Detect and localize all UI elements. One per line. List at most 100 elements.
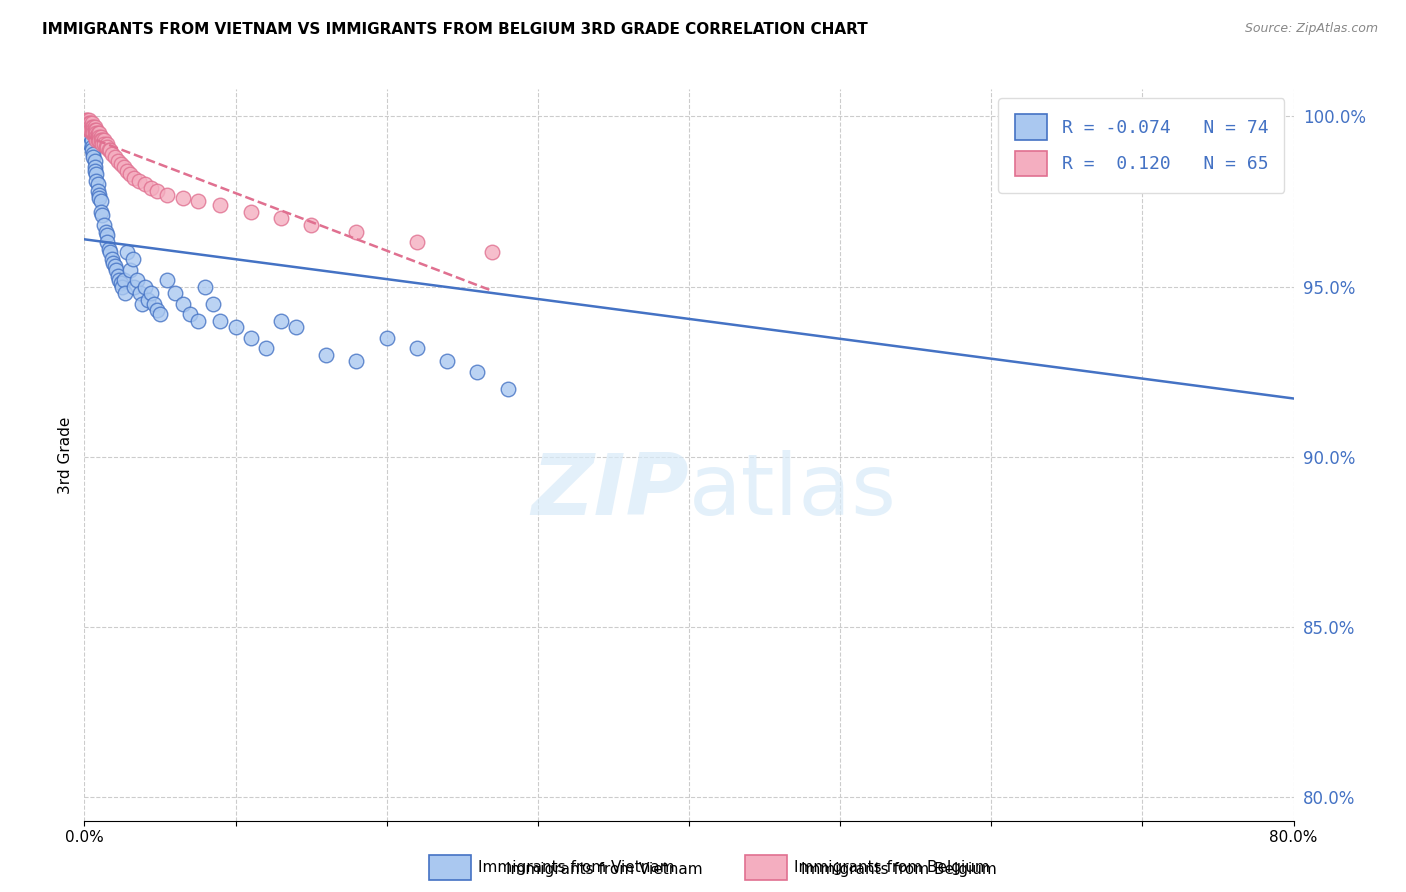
Point [86, 174, 108, 188]
Point [107, 153, 129, 168]
Point [93, 136, 115, 151]
Point [84, 127, 107, 141]
Point [136, 293, 159, 307]
Point [76, 123, 98, 137]
Point [131, 296, 153, 310]
Point [86, 123, 108, 137]
Point [108, 273, 131, 287]
Point [84, 123, 107, 137]
Point [270, 211, 292, 226]
Point [80, 144, 103, 158]
Point [375, 330, 398, 344]
Point [96, 136, 118, 151]
Y-axis label: 3rd Grade: 3rd Grade [58, 417, 73, 493]
Point [79, 123, 101, 137]
Text: Immigrants from Vietnam: Immigrants from Vietnam [506, 863, 703, 877]
Point [89, 129, 111, 144]
Point [239, 330, 262, 344]
Point [142, 296, 165, 310]
Point [97, 144, 120, 158]
Point [87, 184, 110, 198]
Point [496, 382, 519, 396]
Point [110, 157, 132, 171]
Point [172, 191, 194, 205]
Point [84, 120, 107, 134]
Point [118, 167, 141, 181]
Point [79, 136, 101, 151]
Point [76, 120, 98, 134]
Point [79, 129, 101, 144]
Point [90, 129, 112, 144]
Point [139, 181, 162, 195]
Point [111, 279, 134, 293]
Point [77, 133, 100, 147]
Text: atlas: atlas [689, 450, 897, 533]
Point [96, 235, 118, 250]
Point [76, 116, 98, 130]
Point [270, 313, 292, 327]
Point [93, 219, 115, 233]
Point [80, 120, 103, 134]
Point [84, 153, 107, 168]
Point [156, 187, 179, 202]
Point [284, 320, 308, 334]
Point [82, 146, 104, 161]
Point [87, 133, 110, 147]
Point [107, 269, 129, 284]
Point [82, 127, 104, 141]
Point [146, 184, 169, 198]
Point [89, 133, 111, 147]
Point [89, 127, 111, 141]
Point [299, 219, 322, 233]
Point [209, 198, 232, 212]
Point [76, 120, 98, 134]
Point [86, 127, 108, 141]
Point [110, 276, 132, 290]
Point [187, 194, 209, 209]
Point [84, 164, 107, 178]
Point [187, 313, 209, 327]
Point [91, 208, 114, 222]
Point [89, 187, 111, 202]
Point [118, 262, 141, 277]
Point [114, 286, 136, 301]
Point [149, 307, 172, 321]
Point [134, 178, 156, 192]
Point [91, 133, 114, 147]
Point [77, 112, 100, 127]
Point [101, 256, 124, 270]
Point [115, 245, 138, 260]
Point [105, 262, 128, 277]
Point [77, 127, 100, 141]
Point [84, 129, 107, 144]
Point [87, 129, 110, 144]
Point [75, 116, 97, 130]
Text: IMMIGRANTS FROM VIETNAM VS IMMIGRANTS FROM BELGIUM 3RD GRADE CORRELATION CHART: IMMIGRANTS FROM VIETNAM VS IMMIGRANTS FR… [42, 22, 868, 37]
Point [91, 136, 114, 151]
Point [87, 178, 110, 192]
Point [93, 133, 115, 147]
Point [79, 116, 101, 130]
Point [172, 296, 194, 310]
Legend: R = -0.074   N = 74, R =  0.120   N = 65: R = -0.074 N = 74, R = 0.120 N = 65 [998, 98, 1285, 193]
Text: ZIP: ZIP [531, 450, 689, 533]
Point [90, 194, 112, 209]
Point [104, 259, 127, 273]
Point [112, 273, 135, 287]
Point [86, 133, 108, 147]
Point [77, 116, 100, 130]
Text: Immigrants from Belgium: Immigrants from Belgium [794, 860, 990, 875]
Point [315, 347, 337, 361]
Point [163, 286, 186, 301]
Point [100, 146, 122, 161]
Text: Immigrants from Belgium: Immigrants from Belgium [801, 863, 997, 877]
Bar [745, 855, 787, 880]
Point [87, 127, 110, 141]
Point [115, 164, 138, 178]
Point [139, 286, 162, 301]
Text: Source: ZipAtlas.com: Source: ZipAtlas.com [1244, 22, 1378, 36]
Point [129, 286, 152, 301]
Point [80, 133, 103, 147]
Point [80, 123, 103, 137]
Point [481, 245, 503, 260]
